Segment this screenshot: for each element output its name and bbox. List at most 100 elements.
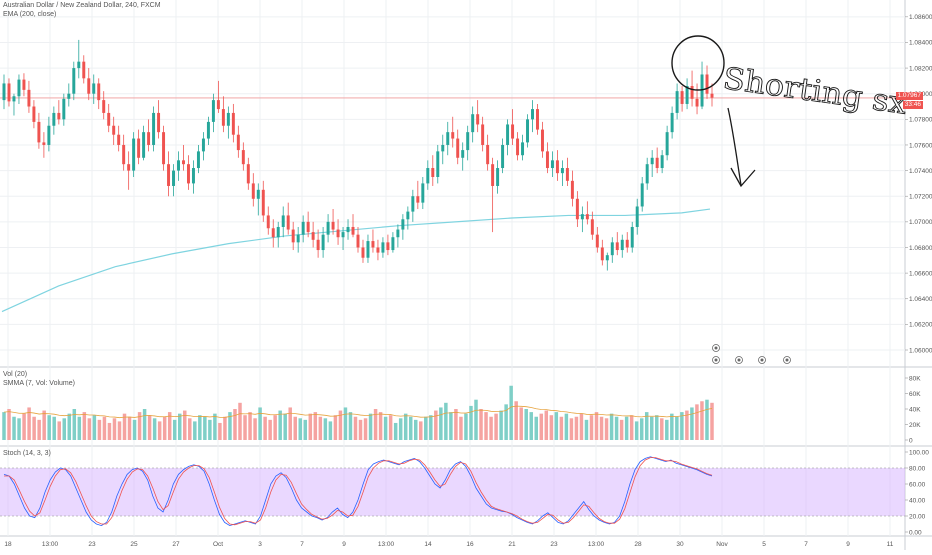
candle-body bbox=[580, 214, 584, 220]
candle-body bbox=[7, 83, 11, 102]
volume-bar bbox=[32, 416, 36, 440]
candle-body bbox=[271, 228, 275, 238]
volume-bar bbox=[117, 421, 122, 440]
candle-body bbox=[341, 232, 345, 238]
candle-body bbox=[550, 160, 554, 169]
stoch-band bbox=[0, 468, 905, 516]
candle-body bbox=[226, 112, 230, 126]
time-tick-label: 28 bbox=[634, 541, 642, 548]
time-tick-label: 27 bbox=[172, 541, 180, 548]
volume-bar bbox=[87, 418, 92, 440]
candle-body bbox=[705, 74, 709, 94]
candle-body bbox=[526, 119, 530, 143]
volume-bar bbox=[122, 413, 127, 440]
time-tick-label: 13:00 bbox=[42, 541, 59, 548]
candle-body bbox=[72, 68, 76, 94]
candle-body bbox=[67, 93, 71, 99]
candle-body bbox=[630, 226, 634, 248]
volume-bar bbox=[454, 409, 458, 440]
candle-body bbox=[112, 125, 116, 135]
candle-body bbox=[102, 100, 106, 113]
candle-body bbox=[396, 229, 400, 238]
candle-body bbox=[605, 255, 609, 261]
candle-body bbox=[476, 114, 480, 125]
price-tick-label: 1.07000 bbox=[909, 219, 932, 226]
volume-bar bbox=[137, 412, 142, 440]
volume-bar bbox=[37, 419, 41, 440]
volume-bar bbox=[589, 415, 594, 440]
candle-body bbox=[491, 164, 495, 186]
candle-body bbox=[236, 134, 240, 151]
candle-body bbox=[590, 219, 594, 235]
volume-tick-label: 60K bbox=[909, 391, 921, 398]
volume-bar bbox=[127, 416, 132, 440]
volume-bar bbox=[157, 421, 162, 440]
time-tick-label: 9 bbox=[342, 541, 346, 548]
candle-body bbox=[276, 226, 280, 238]
volume-bar bbox=[52, 416, 56, 440]
volume-bar bbox=[489, 416, 493, 440]
candle-body bbox=[421, 183, 425, 203]
candle-body bbox=[575, 198, 579, 220]
volume-bar bbox=[363, 418, 368, 440]
time-tick-label: 13:00 bbox=[588, 541, 605, 548]
candle-body bbox=[665, 132, 669, 156]
volume-bar bbox=[388, 415, 393, 440]
time-tick-label: 23 bbox=[88, 541, 96, 548]
candle-body bbox=[256, 189, 260, 199]
volume-bar bbox=[649, 416, 654, 440]
time-tick-label: 11 bbox=[887, 541, 894, 548]
candle-body bbox=[132, 138, 136, 171]
volume-bar bbox=[534, 416, 539, 440]
candle-body bbox=[645, 164, 649, 184]
candle-body bbox=[431, 168, 435, 177]
annotation-arrow-shaft bbox=[727, 107, 742, 186]
candle-body bbox=[196, 151, 200, 169]
volume-bar bbox=[283, 413, 287, 440]
volume-bar bbox=[248, 412, 252, 440]
volume-bar bbox=[459, 416, 463, 440]
smma-line bbox=[3, 405, 713, 419]
volume-bar bbox=[67, 413, 72, 440]
volume-bar bbox=[172, 419, 177, 440]
volume-tick-label: 40K bbox=[909, 406, 921, 413]
candle-body bbox=[97, 83, 101, 101]
volume-bar bbox=[318, 416, 323, 440]
volume-bar bbox=[614, 416, 619, 440]
candle-body bbox=[565, 168, 569, 181]
candle-body bbox=[675, 91, 679, 113]
volume-bar bbox=[42, 410, 46, 440]
volume-bar bbox=[112, 418, 117, 440]
candle-body bbox=[42, 142, 46, 145]
candle-body bbox=[521, 142, 525, 156]
price-tick-label: 1.08400 bbox=[909, 40, 932, 47]
candle-body bbox=[331, 221, 335, 230]
volume-bar bbox=[268, 419, 272, 440]
candle-body bbox=[251, 183, 255, 199]
candle-body bbox=[615, 242, 619, 251]
volume-bar bbox=[47, 415, 51, 440]
candle-body bbox=[351, 226, 355, 235]
volume-bar bbox=[253, 418, 257, 440]
candle-body bbox=[471, 114, 475, 133]
price-tick-label: 1.06800 bbox=[909, 245, 932, 252]
candle-body bbox=[167, 164, 171, 186]
stoch-tick-label: 40.00 bbox=[909, 497, 926, 504]
candle-body bbox=[361, 247, 365, 258]
volume-bar bbox=[203, 416, 207, 440]
time-tick-label: 7 bbox=[300, 541, 304, 548]
volume-bar bbox=[293, 416, 297, 440]
candle-body bbox=[371, 241, 375, 248]
volume-bar bbox=[213, 413, 217, 440]
event-icon-dot bbox=[785, 358, 789, 362]
volume-bar bbox=[313, 412, 318, 440]
price-tick-label: 1.07600 bbox=[909, 142, 932, 149]
countdown-badge: 33:46 bbox=[902, 101, 923, 109]
candle-body bbox=[62, 98, 66, 120]
candle-body bbox=[301, 221, 305, 235]
price-tick-label: 1.06400 bbox=[909, 296, 932, 303]
candle-body bbox=[426, 168, 430, 184]
candle-body bbox=[496, 168, 500, 186]
volume-bar bbox=[564, 413, 569, 440]
